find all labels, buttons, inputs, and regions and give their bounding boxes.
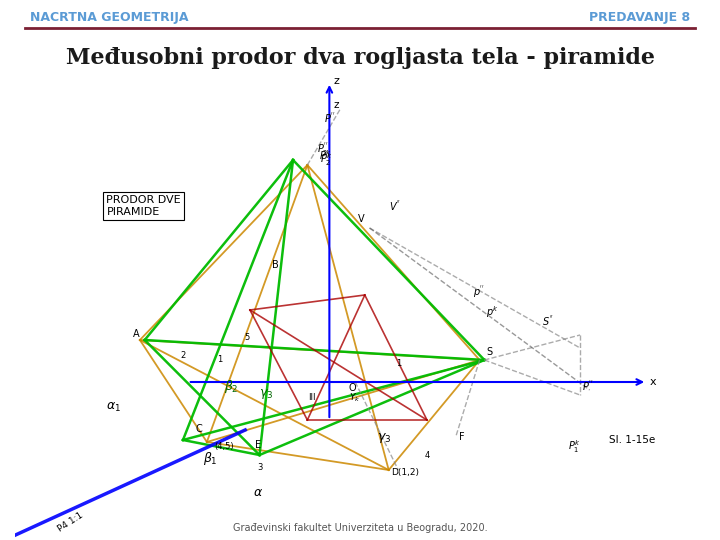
Text: 1: 1 [217, 355, 222, 364]
Text: PREDAVANJE 8: PREDAVANJE 8 [589, 11, 690, 24]
Text: V: V [358, 214, 365, 224]
Text: III: III [308, 394, 316, 402]
Text: NACRTNA GEOMETRIJA: NACRTNA GEOMETRIJA [30, 11, 189, 24]
Text: $p^{''}$: $p^{''}$ [473, 283, 485, 300]
Text: $\gamma_3$: $\gamma_3$ [377, 431, 392, 445]
Text: $\alpha_1$: $\alpha_1$ [107, 401, 122, 414]
Text: z: z [333, 76, 339, 86]
Text: PRODOR DVE
PIRAMIDE: PRODOR DVE PIRAMIDE [107, 195, 181, 217]
Text: $P_2^k$: $P_2^k$ [320, 151, 333, 168]
Text: S: S [486, 347, 492, 357]
Text: $p^k$: $p^k$ [486, 304, 499, 320]
Text: O: O [348, 383, 356, 393]
Text: 2: 2 [180, 350, 186, 360]
Text: $P^k$: $P^k$ [318, 148, 331, 162]
Text: Građevinski fakultet Univerziteta u Beogradu, 2020.: Građevinski fakultet Univerziteta u Beog… [233, 523, 487, 533]
Text: E: E [255, 440, 261, 450]
Text: B: B [272, 260, 279, 270]
Text: 5: 5 [245, 334, 250, 342]
Text: C: C [195, 424, 202, 434]
Text: $Y_k$: $Y_k$ [348, 391, 360, 403]
Text: P4 1:1: P4 1:1 [55, 510, 84, 534]
Text: $V^{''}$: $V^{''}$ [389, 198, 401, 213]
Text: Sl. 1-15e: Sl. 1-15e [609, 435, 655, 445]
Text: $\beta_1$: $\beta_1$ [203, 450, 217, 467]
Text: $P^{''}$: $P^{''}$ [323, 110, 335, 125]
Text: $\beta_2$: $\beta_2$ [224, 378, 239, 395]
Text: $P^{''}$: $P^{''}$ [582, 378, 593, 393]
Text: $P_1^k$: $P_1^k$ [567, 438, 580, 455]
Text: $\gamma_3$: $\gamma_3$ [258, 387, 273, 401]
Text: $\alpha$: $\alpha$ [253, 486, 263, 499]
Text: $P_2^{''}$: $P_2^{''}$ [317, 140, 328, 158]
Text: 4: 4 [424, 450, 430, 460]
Text: F: F [459, 432, 464, 442]
Text: z: z [333, 100, 338, 110]
Text: $S^{''}$: $S^{''}$ [542, 313, 554, 328]
Text: Međusobni prodor dva rogljasta tela - piramide: Međusobni prodor dva rogljasta tela - pi… [66, 47, 654, 69]
Text: x: x [650, 377, 657, 387]
Text: 3: 3 [257, 463, 262, 472]
Text: A: A [133, 329, 140, 339]
Text: 1: 1 [396, 359, 401, 368]
Text: D(1,2): D(1,2) [392, 468, 420, 477]
Text: (4,5): (4,5) [215, 442, 234, 450]
